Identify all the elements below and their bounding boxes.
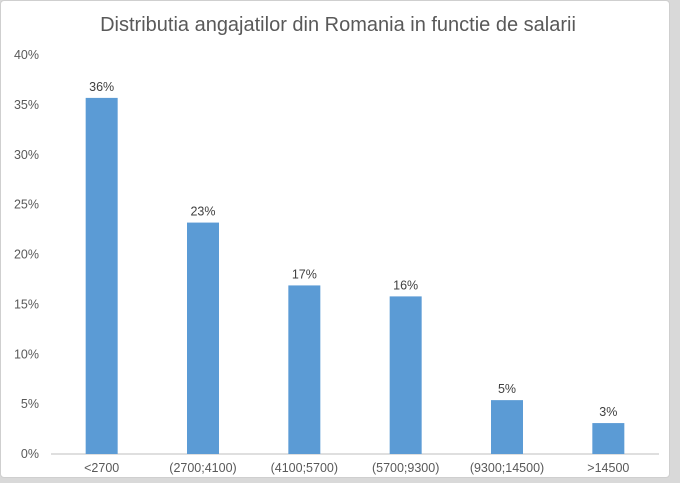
bars xyxy=(85,97,625,454)
data-label: 3% xyxy=(599,405,617,419)
x-tick-label: (2700;4100) xyxy=(169,461,236,475)
x-tick-label: >14500 xyxy=(587,461,629,475)
x-tick-label: <2700 xyxy=(84,461,119,475)
bar xyxy=(491,400,523,454)
bar xyxy=(85,97,118,454)
bar xyxy=(288,285,321,454)
y-tick-label: 0% xyxy=(21,447,39,461)
bar xyxy=(592,423,625,454)
chart-frame: Distributia angajatilor din Romania in f… xyxy=(0,0,670,478)
x-axis: <2700 (2700;4100) (4100;5700) (5700;9300) (9… xyxy=(84,461,629,475)
y-tick-label: 25% xyxy=(14,198,39,212)
y-tick-label: 40% xyxy=(14,48,39,62)
bar xyxy=(389,296,422,454)
y-tick-label: 30% xyxy=(14,148,39,162)
data-label: 16% xyxy=(393,278,418,292)
y-tick-label: 35% xyxy=(14,98,39,112)
data-label: 5% xyxy=(498,382,516,396)
bar xyxy=(187,222,219,454)
data-label: 17% xyxy=(292,267,317,281)
data-label: 36% xyxy=(89,80,114,94)
bar-chart: Distributia angajatilor din Romania in f… xyxy=(14,14,659,475)
y-tick-label: 15% xyxy=(14,297,39,311)
data-labels: 36% 23% 17% 16% 5% 3% xyxy=(89,80,617,419)
y-axis: 0% 5% 10% 15% 20% 25% 30% 35% 40% xyxy=(14,48,39,461)
x-tick-label: (4100;5700) xyxy=(271,461,338,475)
chart-title: Distributia angajatilor din Romania in f… xyxy=(100,14,576,36)
x-tick-label: (9300;14500) xyxy=(470,461,544,475)
data-label: 23% xyxy=(190,205,215,219)
y-tick-label: 10% xyxy=(14,347,39,361)
y-tick-label: 5% xyxy=(21,397,39,411)
x-tick-label: (5700;9300) xyxy=(372,461,439,475)
y-tick-label: 20% xyxy=(14,248,39,262)
